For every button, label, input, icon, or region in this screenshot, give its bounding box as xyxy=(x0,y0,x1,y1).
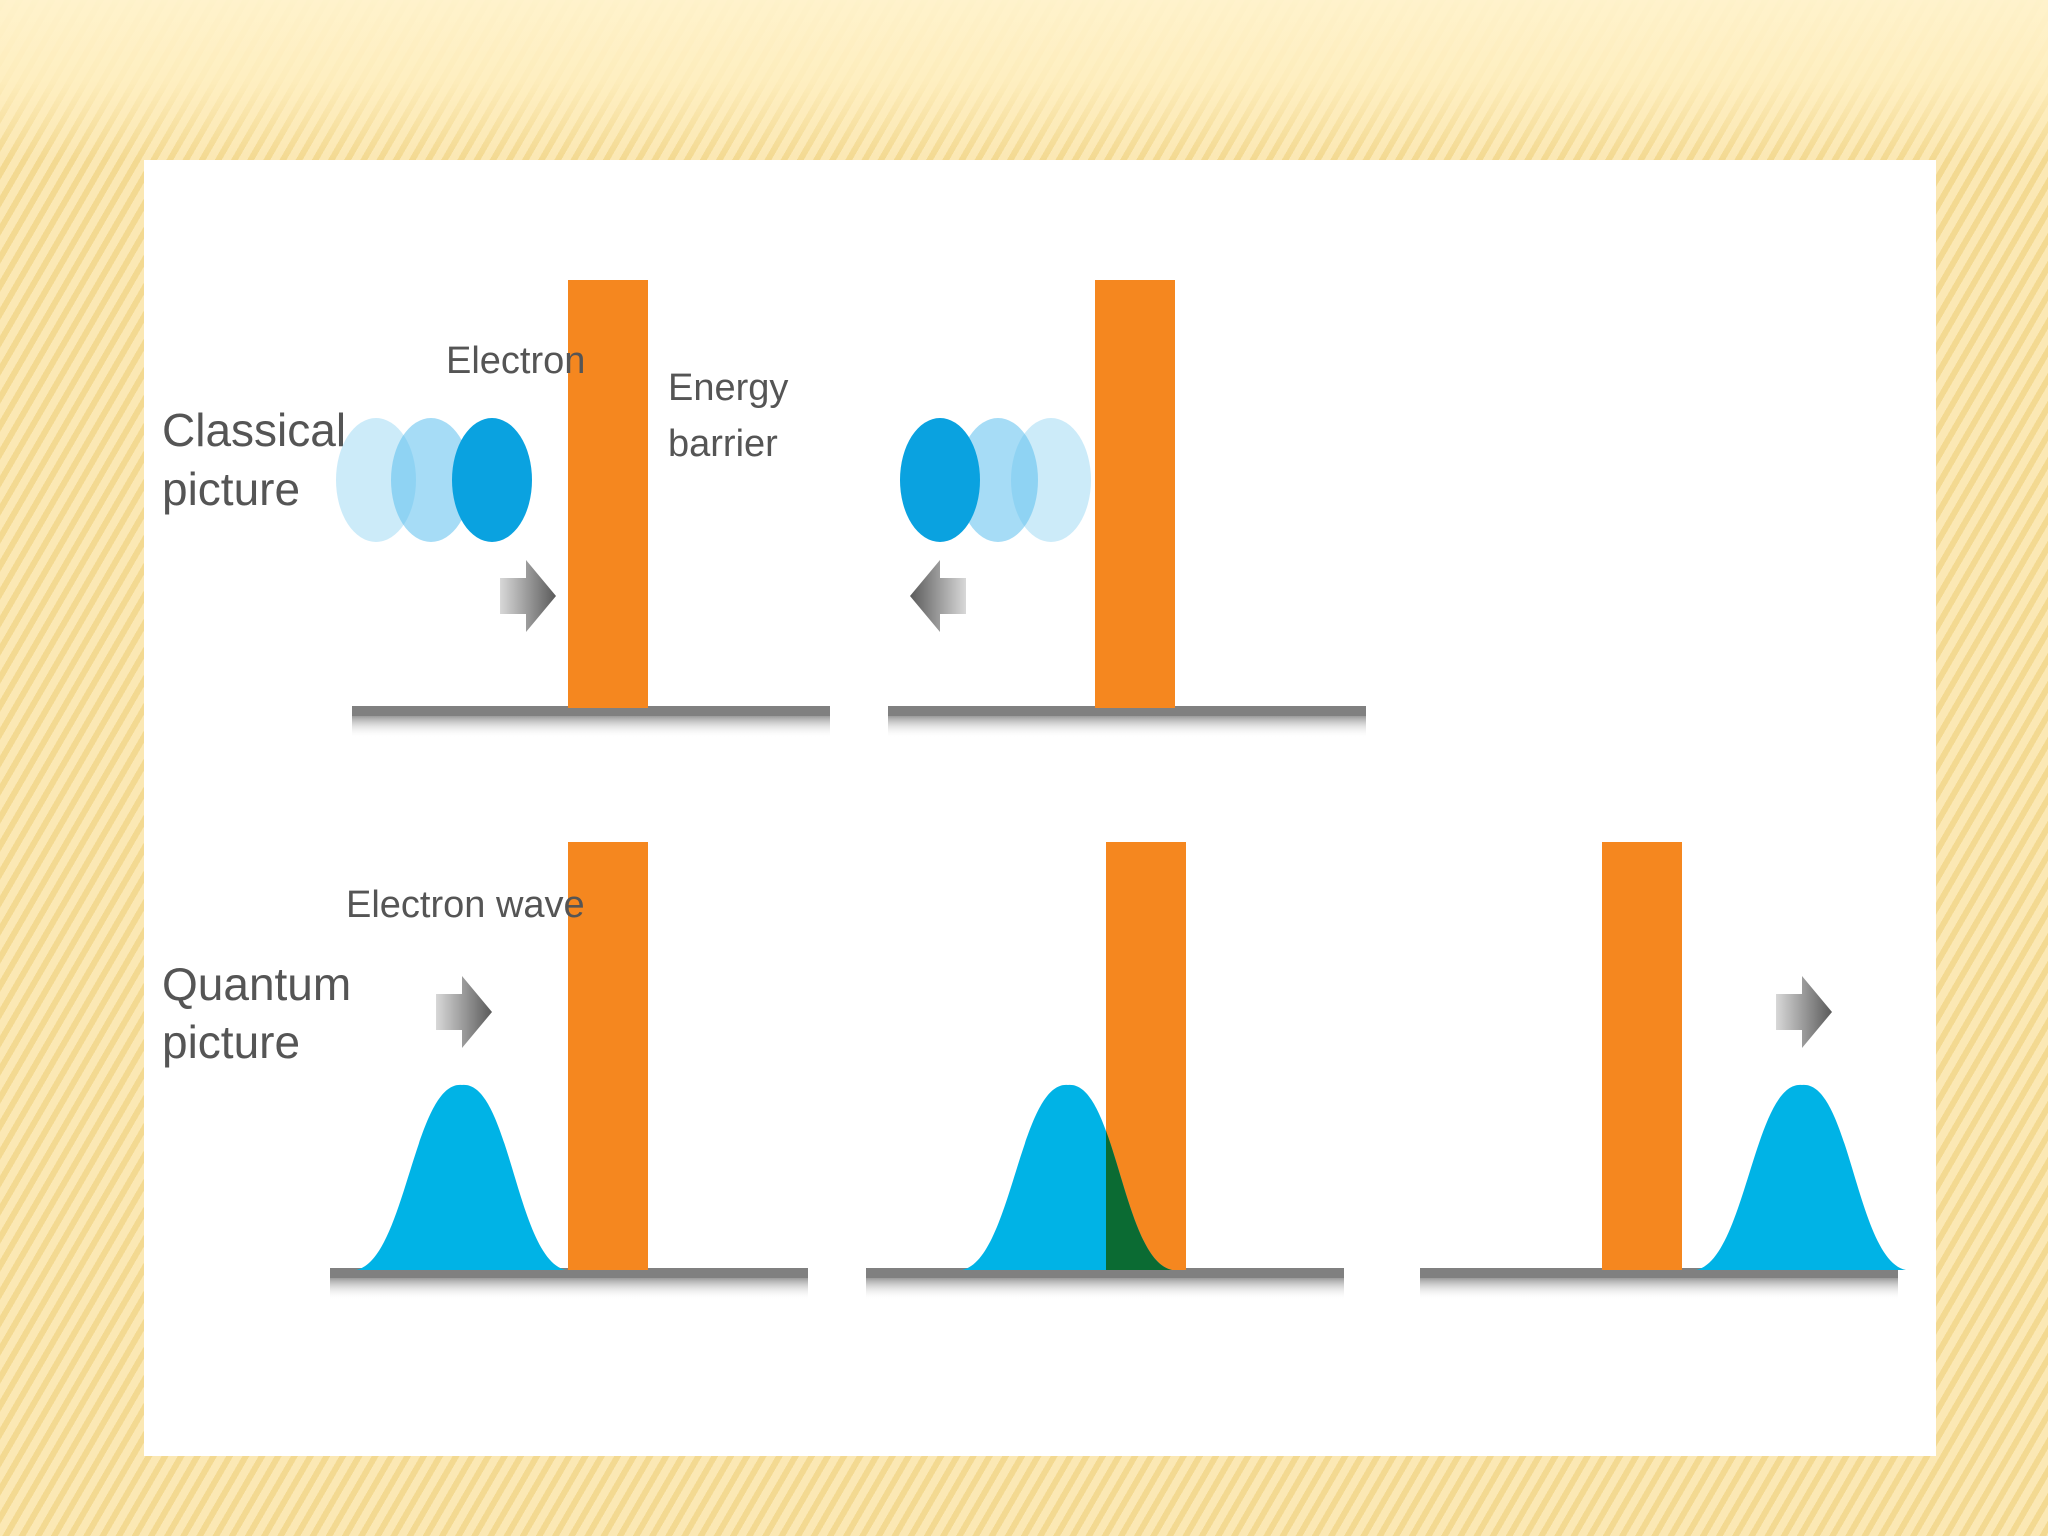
energy-barrier xyxy=(1095,280,1175,708)
ground-line xyxy=(888,706,1366,716)
ground-line xyxy=(866,1268,1344,1278)
ground-shadow xyxy=(866,1278,1344,1300)
ground-shadow xyxy=(352,716,830,738)
quantum-panel-tunneling xyxy=(866,842,1344,1300)
ground-shadow xyxy=(1420,1278,1898,1300)
arrow-right-icon xyxy=(1776,976,1832,1048)
ground-shadow xyxy=(330,1278,808,1300)
classical-panel-reflected xyxy=(888,280,1366,738)
ground-shadow xyxy=(888,716,1366,738)
diagram-panel: Classical picture Quantum picture Electr… xyxy=(144,160,1936,1456)
ground-line xyxy=(330,1268,808,1278)
quantum-panel-transmitted xyxy=(1420,842,1906,1300)
electron-wave-packet xyxy=(356,1084,566,1270)
energy-barrier-label-line1: Energy xyxy=(668,367,788,409)
quantum-panel-incoming: Electron wave xyxy=(330,842,808,1300)
arrow-left-icon xyxy=(910,560,966,632)
electron-label: Electron xyxy=(446,340,585,382)
energy-barrier-label-line2: barrier xyxy=(668,423,778,465)
arrow-right-icon xyxy=(436,976,492,1048)
ground-line xyxy=(352,706,830,716)
electron xyxy=(900,418,980,542)
tunneling-diagram: Classical picture Quantum picture Electr… xyxy=(162,280,1906,1300)
ground-line xyxy=(1420,1268,1898,1278)
arrow-right-icon xyxy=(500,560,556,632)
classical-panel-incoming: Electron Energy barrier xyxy=(336,280,830,738)
quantum-label-line1: Quantum xyxy=(162,958,351,1010)
electron-ghost xyxy=(958,418,1038,542)
energy-barrier xyxy=(1602,842,1682,1270)
energy-barrier xyxy=(568,280,648,708)
electron-wave-label: Electron wave xyxy=(346,884,585,926)
classical-label-line2: picture xyxy=(162,463,300,515)
quantum-label-line2: picture xyxy=(162,1016,300,1068)
electron xyxy=(452,418,532,542)
electron-ghost xyxy=(336,418,416,542)
classical-label-line1: Classical xyxy=(162,404,346,456)
electron-wave-packet xyxy=(1696,1084,1906,1270)
tunneling-region xyxy=(1106,1130,1172,1270)
electron-ghost xyxy=(391,418,471,542)
energy-barrier xyxy=(568,842,648,1270)
